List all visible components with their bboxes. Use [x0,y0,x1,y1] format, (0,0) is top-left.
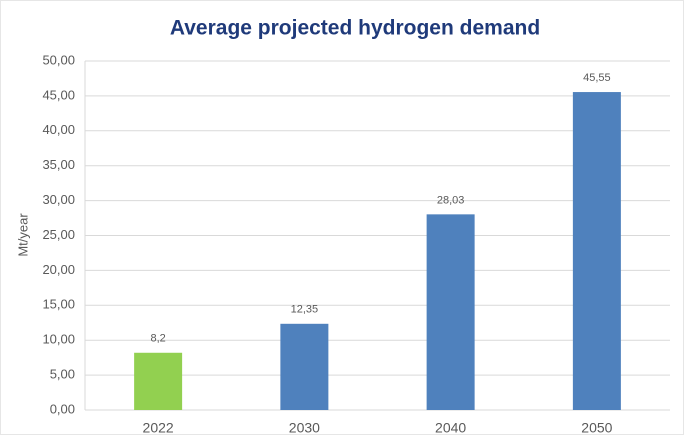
chart-title: Average projected hydrogen demand [170,17,540,40]
y-tick-label: 0,00 [50,401,75,416]
data-label: 8,2 [150,333,165,345]
y-tick-label: 5,00 [50,367,75,382]
y-tick-label: 10,00 [42,332,75,347]
y-tick-label: 20,00 [42,262,75,277]
y-tick-label: 30,00 [42,192,75,207]
y-tick-label: 50,00 [42,52,75,67]
y-tick-label: 40,00 [42,122,75,137]
x-tick-label: 2040 [435,420,466,435]
bar [426,214,475,410]
x-tick-label: 2030 [289,420,320,435]
x-tick-label: 2022 [143,420,174,435]
bar [134,352,183,410]
data-label: 45,55 [583,72,611,84]
data-label: 28,03 [437,194,465,206]
y-tick-label: 45,00 [42,87,75,102]
bar [572,92,621,410]
y-tick-label: 25,00 [42,227,75,242]
y-tick-label: 35,00 [42,157,75,172]
x-tick-label: 2050 [581,420,612,435]
y-tick-label: 15,00 [42,297,75,312]
data-label: 12,35 [291,304,319,316]
bar [280,323,329,410]
y-axis-label: Mt/year [15,213,30,257]
